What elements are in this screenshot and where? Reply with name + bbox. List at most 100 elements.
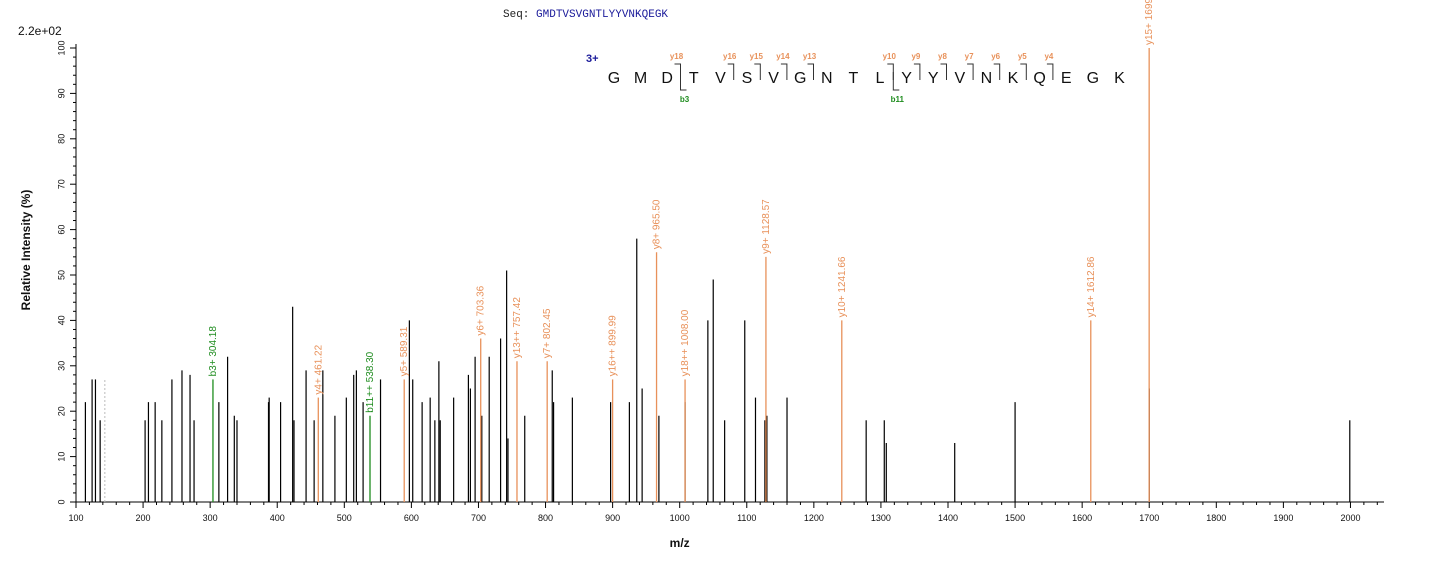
- residue: D: [661, 70, 673, 87]
- x-tick-label: 1800: [1206, 513, 1226, 523]
- y-tick-label: 0: [56, 499, 66, 504]
- residue: V: [715, 70, 726, 87]
- y-tick-label: 10: [56, 452, 66, 462]
- y-ion-bracket: [807, 63, 814, 80]
- x-tick-label: 1200: [804, 513, 824, 523]
- residue: L: [876, 70, 885, 87]
- y-ion-bracket: [1046, 63, 1054, 80]
- b-ion-label: b3: [680, 95, 690, 104]
- x-tick-label: 1900: [1273, 513, 1293, 523]
- x-tick-label: 800: [538, 513, 553, 523]
- residue: S: [742, 70, 753, 87]
- y-tick-label: 70: [56, 179, 66, 189]
- peak-label: y14+ 1612.86: [1086, 256, 1097, 317]
- y-tick-label: 80: [56, 134, 66, 144]
- y-ion-label: y4: [1044, 52, 1053, 61]
- y-ion-label: y6: [991, 52, 1000, 61]
- y-ion-label: y14: [776, 52, 790, 61]
- y-tick-label: 50: [56, 270, 66, 280]
- x-tick-label: 1600: [1072, 513, 1092, 523]
- residue: G: [1087, 70, 1099, 87]
- residue: G: [794, 70, 806, 87]
- y-ion-label: y18: [670, 52, 684, 61]
- peaks-layer: [84, 48, 1351, 502]
- x-tick-label: 100: [68, 513, 83, 523]
- x-tick-label: 200: [136, 513, 151, 523]
- y-ion-label: y16: [723, 52, 737, 61]
- y-ion-bracket: [913, 63, 921, 80]
- y-ion-label: y9: [911, 52, 920, 61]
- x-tick-label: 1500: [1005, 513, 1025, 523]
- y-tick-label: 60: [56, 225, 66, 235]
- residue: T: [689, 70, 699, 87]
- residue: V: [954, 70, 965, 87]
- charge-state: 3+: [586, 53, 599, 65]
- y-ion-bracket: [940, 63, 947, 80]
- peak-label: y9+ 1128.57: [761, 199, 772, 254]
- peak-label: y8+ 965.50: [652, 199, 663, 249]
- y-ion-bracket: [887, 63, 894, 80]
- y-ion-label: y7: [965, 52, 974, 61]
- peak-label: b11++ 538.30: [365, 351, 376, 412]
- x-tick-label: 1000: [670, 513, 690, 523]
- residue: Y: [928, 70, 939, 87]
- peak-label: y7+ 802.45: [542, 308, 553, 358]
- peak-label: y13++ 757.42: [512, 297, 523, 359]
- y-ion-label: y8: [938, 52, 947, 61]
- y-ion-label: y15: [750, 52, 764, 61]
- x-tick-label: 1300: [871, 513, 891, 523]
- x-tick-label: 1100: [737, 513, 756, 523]
- peak-label: y18++ 1008.00: [680, 309, 691, 376]
- y-ion-bracket: [1020, 63, 1027, 80]
- b-ion-label: b11: [891, 95, 905, 104]
- x-tick-label: 1700: [1139, 513, 1159, 523]
- y-tick-label: 90: [56, 88, 66, 98]
- residue: K: [1008, 70, 1019, 87]
- peak-label: y10+ 1241.66: [837, 256, 848, 317]
- y-ion-bracket: [674, 63, 681, 80]
- peak-label: b3+ 304.18: [208, 326, 219, 377]
- x-tick-label: 600: [404, 513, 419, 523]
- x-tick-label: 900: [605, 513, 620, 523]
- residue: E: [1061, 70, 1072, 87]
- sequence-value: GMDTVSVGNTLYYVNKQEGK: [536, 9, 669, 21]
- x-tick-label: 300: [203, 513, 218, 523]
- x-tick-label: 1400: [938, 513, 958, 523]
- y-ion-bracket: [967, 63, 974, 80]
- x-tick-label: 700: [471, 513, 486, 523]
- y-ion-bracket: [727, 63, 735, 80]
- residue: N: [821, 70, 833, 87]
- peak-label: y15+ 1699.90: [1144, 0, 1155, 45]
- b-ion-bracket: [892, 72, 900, 91]
- y-tick-label: 20: [56, 406, 66, 416]
- y-ion-bracket: [780, 63, 788, 80]
- residue: Q: [1033, 70, 1045, 87]
- peak-label: y6+ 703.36: [476, 285, 487, 335]
- residue: V: [768, 70, 779, 87]
- y-tick-label: 30: [56, 361, 66, 371]
- residue: K: [1114, 70, 1125, 87]
- residue: T: [849, 70, 859, 87]
- y-ion-bracket: [993, 63, 1001, 80]
- y-ion-label: y13: [803, 52, 817, 61]
- residue: M: [634, 70, 647, 87]
- y-ion-label: y5: [1018, 52, 1027, 61]
- y-axis-title: Relative Intensity (%): [19, 190, 33, 311]
- residue: N: [981, 70, 993, 87]
- axis-layer: 100 200 300 400 500 600 700 800 900 1000 1100 1200 1…: [56, 40, 1384, 523]
- residue: G: [608, 70, 620, 87]
- residue: Y: [901, 70, 912, 87]
- x-tick-label: 2000: [1340, 513, 1360, 523]
- sequence-header: Seq: GMDTVSVGNTLYYVNKQEGK: [503, 9, 668, 21]
- intensity-scale: 2.2e+02: [18, 24, 62, 38]
- peak-labels-layer: b3+ 304.18 y4+ 461.22 b11++ 538.30 y5+ 589.…: [208, 0, 1155, 413]
- peak-label: y4+ 461.22: [313, 344, 324, 394]
- sequence-label: Seq:: [503, 9, 530, 21]
- y-ion-bracket: [754, 63, 761, 80]
- peak-label: y16++ 899.99: [608, 315, 619, 377]
- y-tick-label: 100: [56, 40, 66, 55]
- peak-label: y5+ 589.31: [399, 326, 410, 376]
- y-tick-label: 40: [56, 315, 66, 325]
- y-ion-label: y10: [883, 52, 897, 61]
